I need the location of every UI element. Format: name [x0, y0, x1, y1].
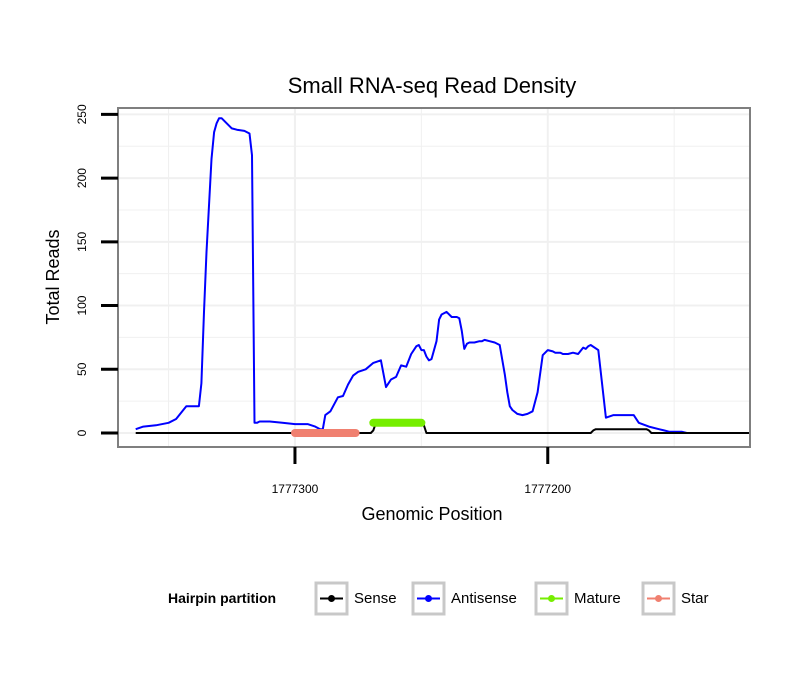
y-tick-label: 250: [75, 104, 89, 124]
y-tick-label: 0: [75, 429, 89, 436]
legend-key-dot: [328, 595, 335, 602]
legend-label: Star: [681, 590, 709, 607]
y-tick-label: 50: [75, 362, 89, 376]
x-axis-label: Genomic Position: [361, 504, 502, 524]
y-tick-label: 150: [75, 231, 89, 251]
legend-item-star: Star: [641, 581, 709, 616]
y-axis-label: Total Reads: [43, 229, 63, 324]
legend-label: Antisense: [451, 590, 517, 607]
legend-key-dot: [425, 595, 432, 602]
series-layer: [135, 117, 750, 437]
legend-key-dot: [655, 595, 662, 602]
grid: [118, 108, 750, 447]
legend-title: Hairpin partition: [168, 590, 276, 606]
legend-item-sense: Sense: [314, 581, 397, 616]
legend-item-mature: Mature: [534, 581, 621, 616]
series-line-antisense: [135, 117, 718, 434]
x-tick-label: 1777200: [524, 482, 571, 496]
plot-border: [117, 107, 751, 448]
plot-background: [118, 108, 750, 447]
chart-title: Small RNA-seq Read Density: [288, 73, 577, 98]
legend-label: Sense: [354, 590, 397, 607]
y-tick-label: 200: [75, 168, 89, 188]
legend-item-antisense: Antisense: [411, 581, 517, 616]
legend-label: Mature: [574, 590, 621, 607]
legend: Hairpin partition Sense Antisense Mature St…: [168, 581, 709, 616]
legend-key-dot: [548, 595, 555, 602]
x-tick-label: 1777300: [272, 482, 319, 496]
axes: 0 50 100 150 200 250 1777300 1777200: [75, 104, 571, 496]
y-tick-label: 100: [75, 295, 89, 315]
